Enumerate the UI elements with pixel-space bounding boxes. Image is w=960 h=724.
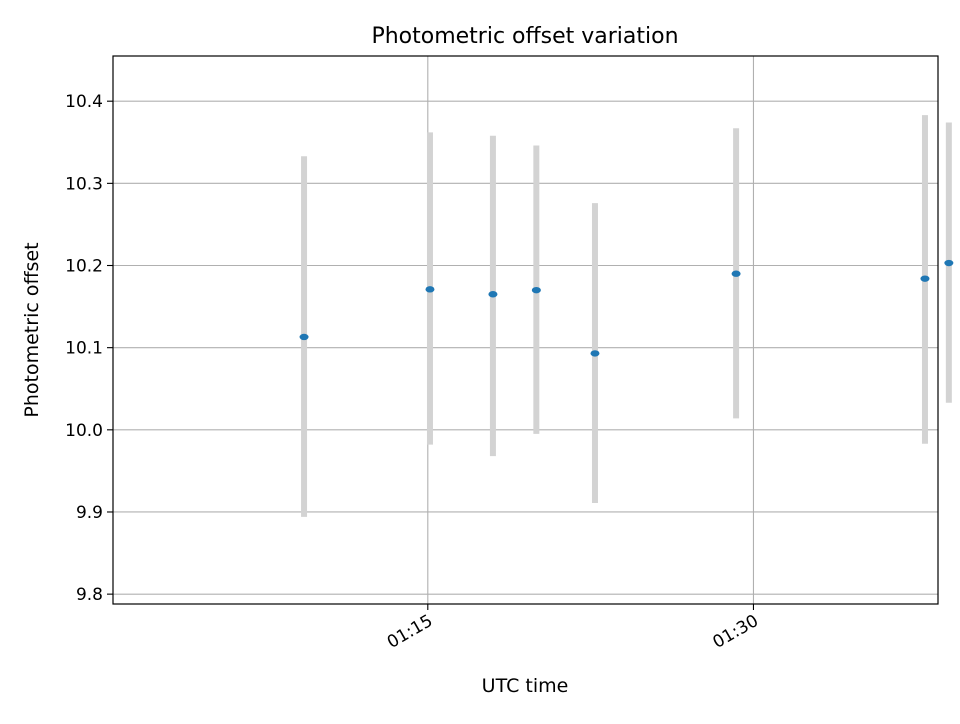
data-point xyxy=(299,333,309,341)
data-point xyxy=(920,275,930,282)
y-tick-label: 10.0 xyxy=(65,421,103,441)
y-tick-label: 10.1 xyxy=(65,339,103,359)
y-tick-label: 10.3 xyxy=(65,174,103,194)
x-tick-label: 01:15 xyxy=(384,611,436,653)
y-axis-ticks: 9.8 9.9 10.0 10.1 10.2 10.3 10.4 xyxy=(65,92,113,605)
y-tick-label: 9.8 xyxy=(76,585,103,605)
plot-frame xyxy=(112,55,939,605)
grid-layer xyxy=(113,56,938,604)
data-point xyxy=(731,270,741,277)
chart-title: Photometric offset variation xyxy=(371,24,678,49)
y-tick-label: 10.2 xyxy=(65,257,103,277)
y-tick-label: 10.4 xyxy=(65,92,103,112)
y-axis-label: Photometric offset xyxy=(21,242,43,417)
errorbar-layer xyxy=(301,115,952,517)
data-point xyxy=(425,286,435,293)
data-point xyxy=(590,350,600,357)
y-tick-label: 9.9 xyxy=(76,503,103,523)
data-point xyxy=(944,259,954,267)
data-point xyxy=(531,286,541,294)
x-tick-label: 01:30 xyxy=(710,611,762,653)
data-point xyxy=(488,291,498,298)
point-layer xyxy=(299,259,954,357)
x-axis-label: UTC time xyxy=(482,675,569,697)
